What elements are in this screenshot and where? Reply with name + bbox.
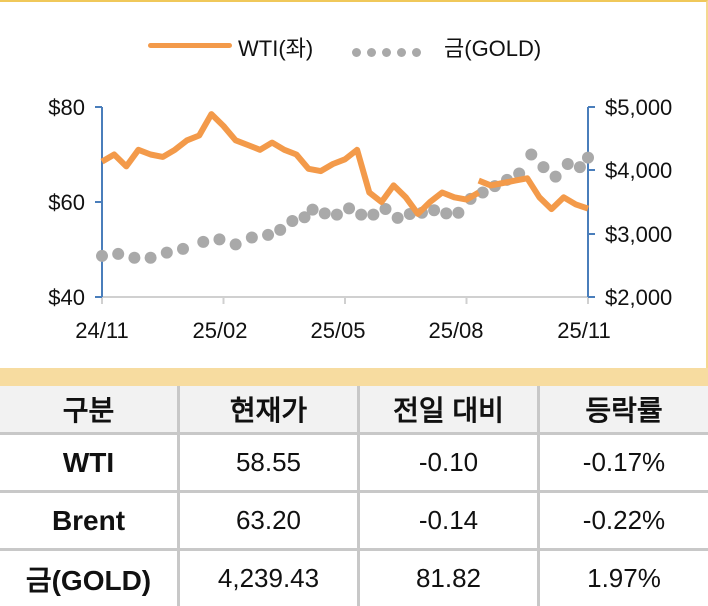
- left-tick-60: $60: [48, 190, 85, 215]
- x-tick-label: 25/11: [557, 318, 610, 343]
- right-tick-3000: $3,000: [605, 222, 672, 247]
- left-tick-80: $80: [48, 95, 85, 120]
- row-rate: -0.22%: [539, 492, 708, 550]
- table-header-row: 구분 현재가 전일 대비 등락률: [0, 386, 708, 434]
- gold-series: [96, 149, 594, 264]
- header-category: 구분: [0, 386, 179, 434]
- wti-series: [102, 114, 479, 214]
- row-name: WTI: [0, 434, 179, 492]
- table-top-band: [0, 368, 708, 386]
- row-change: 81.82: [359, 550, 539, 606]
- x-tick-label: 25/08: [428, 318, 483, 343]
- x-axis-ticks: [102, 297, 588, 304]
- table-row: WTI 58.55 -0.10 -0.17%: [0, 434, 708, 492]
- right-tick-5000: $5,000: [605, 95, 672, 120]
- table-row: 금(GOLD) 4,239.43 81.82 1.97%: [0, 550, 708, 606]
- row-name: Brent: [0, 492, 179, 550]
- row-rate: -0.17%: [539, 434, 708, 492]
- right-tick-2000: $2,000: [605, 285, 672, 310]
- row-name: 금(GOLD): [0, 550, 179, 606]
- header-current-price: 현재가: [179, 386, 359, 434]
- x-tick-label: 25/05: [310, 318, 365, 343]
- price-table: 구분 현재가 전일 대비 등락률 WTI 58.55 -0.10 -0.17% …: [0, 386, 708, 606]
- row-price: 63.20: [179, 492, 359, 550]
- price-chart: $80 $60 $40 $5,000 $4,000 $3,000 $2,000 …: [0, 0, 708, 368]
- row-price: 4,239.43: [179, 550, 359, 606]
- right-tick-4000: $4,000: [605, 158, 672, 183]
- header-change-rate: 등락률: [539, 386, 708, 434]
- x-tick-label: 25/02: [192, 318, 247, 343]
- left-tick-40: $40: [48, 285, 85, 310]
- row-price: 58.55: [179, 434, 359, 492]
- row-change: -0.10: [359, 434, 539, 492]
- table-row: Brent 63.20 -0.14 -0.22%: [0, 492, 708, 550]
- wti-series-tail: [479, 178, 588, 209]
- x-tick-label: 24/11: [75, 318, 128, 343]
- row-rate: 1.97%: [539, 550, 708, 606]
- row-change: -0.14: [359, 492, 539, 550]
- header-daily-change: 전일 대비: [359, 386, 539, 434]
